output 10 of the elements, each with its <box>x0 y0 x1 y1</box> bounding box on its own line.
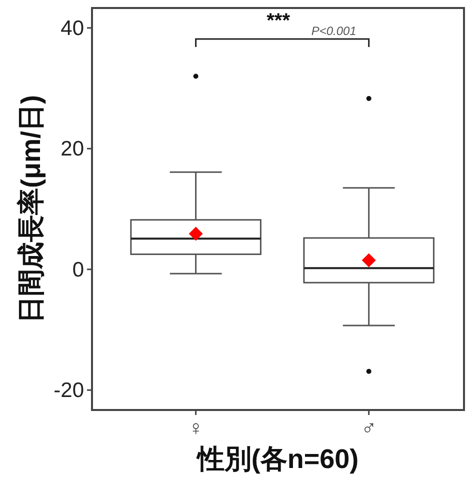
annotation: *** <box>266 10 290 32</box>
y-axis-title: 日間成長率(μm/日) <box>16 94 46 324</box>
x-axis-title: 性別(各n=60) <box>195 444 359 474</box>
y-tick-label: 40 <box>60 16 84 40</box>
y-tick-label: -20 <box>54 379 84 402</box>
y-tick-label: 0 <box>72 258 84 282</box>
y-tick-label: 20 <box>60 138 84 161</box>
x-tick-label: ♂ <box>360 417 377 440</box>
annotation: P<0.001 <box>311 24 356 38</box>
x-tick-label: ♀ <box>188 417 204 440</box>
